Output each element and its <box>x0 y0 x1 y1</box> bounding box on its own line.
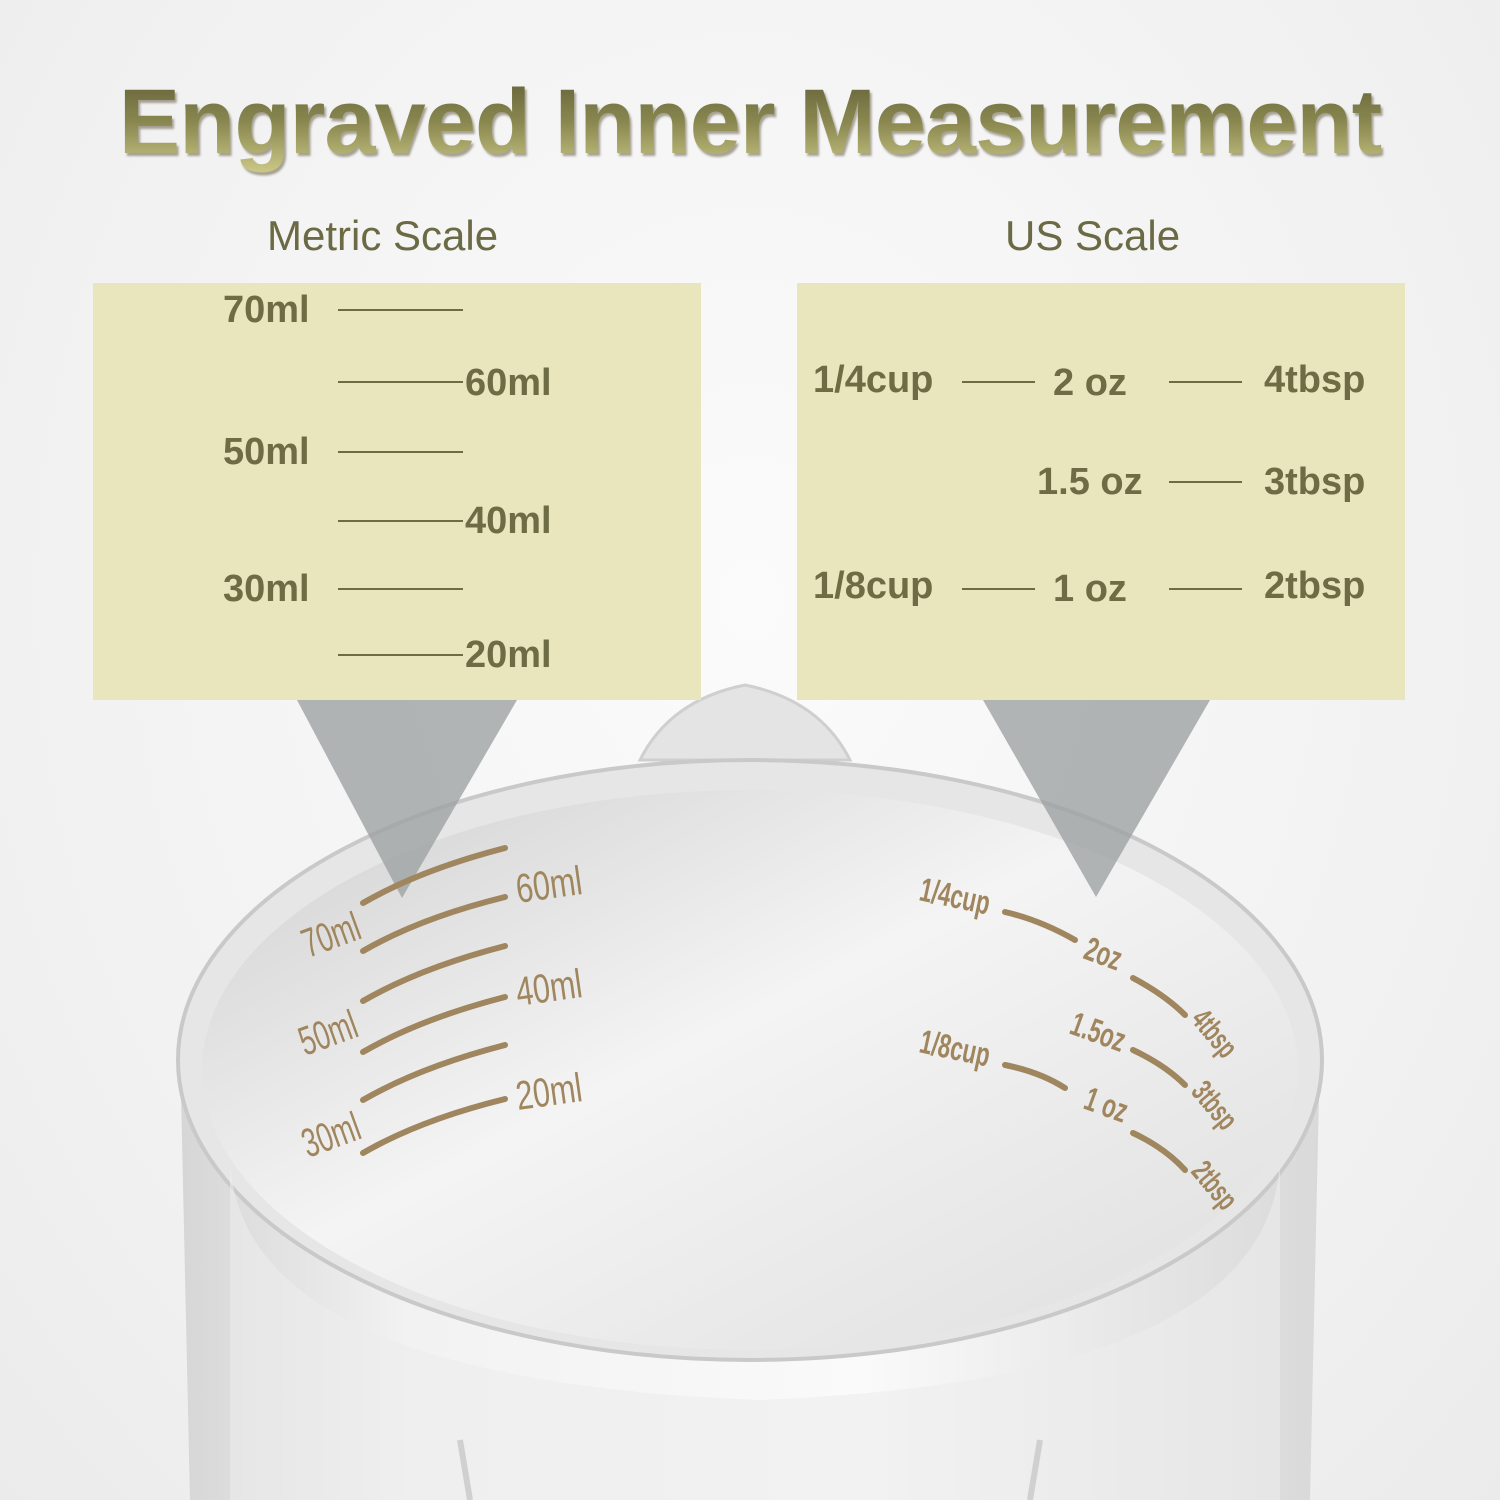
metric-pointer <box>297 700 517 898</box>
pot-inner <box>202 790 1298 1350</box>
engraved-60ml: 60ml <box>513 857 585 912</box>
us-label-2oz: 2 oz <box>1053 362 1127 404</box>
us-heading: US Scale <box>1005 212 1181 259</box>
us-label-1oz: 1 oz <box>1053 568 1127 610</box>
us-label-quarter-cup: 1/4cup <box>813 359 934 401</box>
us-label-1-5oz: 1.5 oz <box>1037 461 1143 503</box>
metric-label-40ml: 40ml <box>465 500 552 542</box>
tick-line <box>962 381 1035 383</box>
us-label-eighth-cup: 1/8cup <box>813 565 934 607</box>
us-label-3tbsp: 3tbsp <box>1264 461 1366 503</box>
metric-label-20ml: 20ml <box>465 634 552 676</box>
tick-line <box>338 588 463 590</box>
tick-line <box>1169 481 1242 483</box>
us-label-2tbsp: 2tbsp <box>1264 565 1366 607</box>
tick-line <box>1169 588 1242 590</box>
us-pointer <box>983 700 1210 897</box>
tick-line <box>338 451 463 453</box>
engraved-us-lines <box>1002 909 1188 1173</box>
tick-line <box>338 520 463 522</box>
metric-heading: Metric Scale <box>267 212 499 259</box>
metric-scale-panel: 70ml 60ml 50ml 40ml 30ml 20ml <box>93 283 701 700</box>
pot-spout <box>637 683 853 762</box>
engraved-20ml: 20ml <box>513 1064 585 1119</box>
engraved-metric-lines <box>360 845 508 1156</box>
page-title: Engraved Inner Measurement <box>0 70 1500 175</box>
metric-label-70ml: 70ml <box>223 289 310 331</box>
us-scale-panel: 1/4cup 2 oz 4tbsp 1.5 oz 3tbsp 1/8cup 1 … <box>797 283 1405 700</box>
tick-line <box>338 309 463 311</box>
engraved-40ml: 40ml <box>513 960 585 1015</box>
metric-label-60ml: 60ml <box>465 362 552 404</box>
tick-line <box>962 588 1035 590</box>
tick-line <box>338 654 463 656</box>
metric-label-50ml: 50ml <box>223 431 310 473</box>
tick-line <box>338 381 463 383</box>
tick-line <box>1169 381 1242 383</box>
us-label-4tbsp: 4tbsp <box>1264 359 1366 401</box>
metric-label-30ml: 30ml <box>223 568 310 610</box>
